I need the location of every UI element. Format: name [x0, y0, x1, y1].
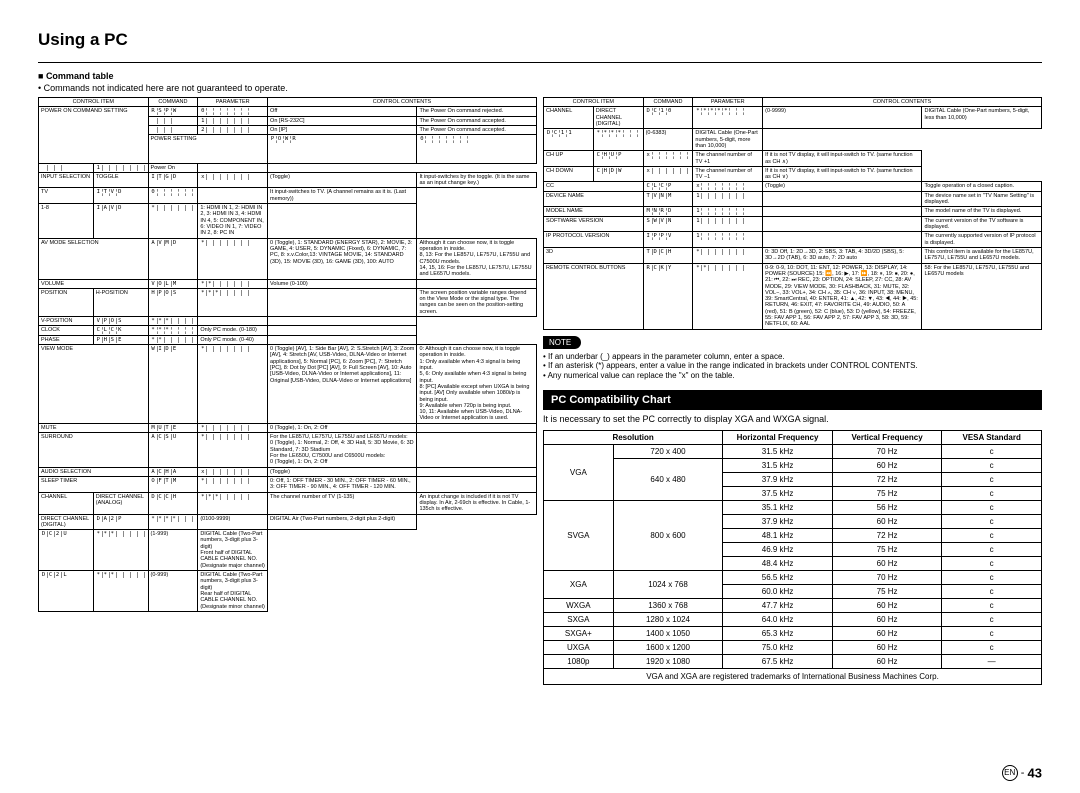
- table-row: AV MODE SELECTIONAVMD* 0 (Toggle), 1: ST…: [39, 238, 537, 279]
- command-table-right: CONTROL ITEM COMMAND PARAMETER CONTROL C…: [543, 97, 1042, 330]
- note-header: NOTE: [543, 336, 581, 349]
- pc-compat-table: Resolution Horizontal Frequency Vertical…: [543, 430, 1042, 669]
- table-row: SOFTWARE VERSIONSWVN1 The current versio…: [544, 216, 1042, 232]
- table-row: 640 x 48031.5 kHz60 Hzc: [544, 459, 1042, 473]
- table-row: POWER ON COMMAND SETTINGRSPW0 OffThe Pow…: [39, 107, 537, 116]
- table-row: SLEEP TIMEROFTM* 0: Off, 1: OFF TIMER - …: [39, 476, 537, 492]
- table-row: WXGA1360 x 76847.7 kHz60 Hzc: [544, 599, 1042, 613]
- table-row: SVGA800 x 60035.1 kHz56 Hzc: [544, 501, 1042, 515]
- page-title: Using a PC: [38, 30, 1042, 50]
- table-row: IP PROTOCOL VERSIONIPPV1 The currently s…: [544, 232, 1042, 248]
- table-row: UXGA1600 x 120075.0 kHz60 Hzc: [544, 641, 1042, 655]
- command-table-header: Command table: [38, 71, 1042, 81]
- table-row: CCCLCPx (Toggle)Toggle operation of a cl…: [544, 182, 1042, 191]
- table-row: VGA720 x 40031.5 kHz70 Hzc: [544, 445, 1042, 459]
- table-row: DC2U*** (1-999)DIGITAL Cable (Two-Part n…: [39, 530, 537, 571]
- table-row: TVITVD0 It input-switches to TV. (A chan…: [39, 188, 537, 204]
- table-row: VIEW MODEWIDE* 0 (Toggle) [AV], 1: Side …: [39, 345, 537, 424]
- table-row: AUDIO SELECTIONACHAx (Toggle): [39, 467, 537, 476]
- table-row: XGA1024 x 76856.5 kHz70 Hzc: [544, 571, 1042, 585]
- note-2: If an asterisk (*) appears, enter a valu…: [543, 361, 1042, 371]
- table-row: MUTEMUTE* 0 (Toggle), 1: On, 2: Off: [39, 423, 537, 432]
- command-table-left: CONTROL ITEM COMMAND PARAMETER CONTROL C…: [38, 97, 537, 612]
- table-row: SXGA1280 x 102464.0 kHz60 Hzc: [544, 613, 1042, 627]
- page-number: EN - 43: [1002, 765, 1042, 781]
- table-row: SXGA+1400 x 105065.3 kHz60 Hzc: [544, 627, 1042, 641]
- table-row: MODEL NAMEMNRD1 The model name of the TV…: [544, 207, 1042, 216]
- table-row: INPUT SELECTIONTOGGLEITGDx (Toggle)It in…: [39, 172, 537, 188]
- table-row: 1 Power On: [39, 163, 537, 172]
- table-row: DIRECT CHANNEL (DIGITAL)DA2P**** (0100-9…: [39, 514, 537, 530]
- table-row: DC11**** (0-6383)DIGITAL Cable (One-Part…: [544, 129, 1042, 151]
- table-row: CHANNELDIRECT CHANNEL (ANALOG)DCCH*** Th…: [39, 492, 537, 514]
- pc-chart-desc: It is necessary to set the PC correctly …: [543, 414, 1042, 424]
- command-table-note: Commands not indicated here are not guar…: [38, 83, 1042, 93]
- pc-chart-title: PC Compatibility Chart: [543, 390, 1042, 410]
- note-3: Any numerical value can replace the "x" …: [543, 371, 1042, 381]
- table-row: CH UPCHUPx The channel number of TV +1If…: [544, 151, 1042, 167]
- table-row: CHANNELDIRECT CHANNEL (DIGITAL)DC10*****…: [544, 107, 1042, 129]
- table-row: VOLUMEVOLM** Volume (0-100): [39, 279, 537, 288]
- pc-footnote: VGA and XGA are registered trademarks of…: [543, 669, 1042, 685]
- table-row: V-POSITIONVPOS***: [39, 317, 537, 326]
- table-row: DC2L*** (0-999)DIGITAL Cable (Two-Part n…: [39, 571, 537, 612]
- table-row: CLOCKCLCK*** Only PC mode. (0-180): [39, 326, 537, 335]
- table-row: PHASEPHSE** Only PC mode. (0-40): [39, 335, 537, 344]
- table-row: CH DOWNCHDWx The channel number of TV −1…: [544, 166, 1042, 182]
- table-row: 1-8IAVD* 1: HDMI IN 1, 2: HDMI IN 2, 3: …: [39, 204, 537, 239]
- table-row: POSITIONH-POSITIONHPOS*** The screen pos…: [39, 288, 537, 316]
- table-row: REMOTE CONTROL BUTTONSRCKY** 0-9: 0-9, 1…: [544, 263, 1042, 329]
- table-row: SURROUNDACSU* For the LE857U, LE757U, LE…: [39, 433, 537, 468]
- table-row: 1080p1920 x 108067.5 kHz60 Hz—: [544, 655, 1042, 669]
- table-row: 3DTDCH* 0: 3D Off, 1: 2D→3D, 2: SBS, 3: …: [544, 247, 1042, 263]
- divider: [38, 62, 1042, 63]
- table-row: DEVICE NAMETVNM1 The device name set in …: [544, 191, 1042, 207]
- note-1: If an underbar (_) appears in the parame…: [543, 352, 1042, 362]
